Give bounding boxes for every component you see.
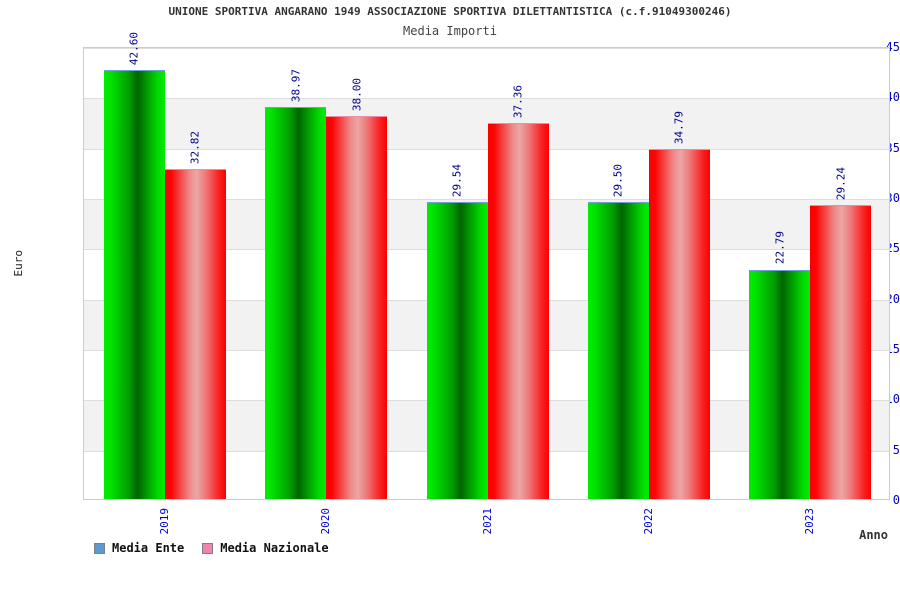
y-axis-title: Euro xyxy=(12,250,25,277)
bar-media-ente[interactable]: 42.60 xyxy=(103,32,165,499)
chart-title: UNIONE SPORTIVA ANGARANO 1949 ASSOCIAZIO… xyxy=(168,5,732,18)
bar-value-label: 32.82 xyxy=(188,130,202,164)
bar-value-label: 38.00 xyxy=(350,78,364,112)
bar-group: 29.54 37.36 xyxy=(426,48,549,499)
x-tick-label: 2021 xyxy=(480,508,494,535)
bar-value-label: 34.79 xyxy=(672,110,686,144)
gridline xyxy=(84,148,889,150)
legend-item-media-nazionale[interactable]: Media Nazionale xyxy=(202,541,329,555)
bar-media-nazionale[interactable]: 32.82 xyxy=(164,131,226,499)
bar-value-label: 38.97 xyxy=(289,68,303,102)
y-tick-label: 5 xyxy=(892,442,900,457)
bar-media-ente[interactable]: 38.97 xyxy=(265,69,327,499)
bar-media-nazionale[interactable]: 37.36 xyxy=(487,85,549,499)
x-tick-label: 2023 xyxy=(803,508,817,535)
bar-group: 42.60 32.82 xyxy=(103,32,226,499)
y-tick-label: 0 xyxy=(892,493,900,507)
legend-swatch-icon xyxy=(202,542,214,554)
bar-group: 29.50 34.79 xyxy=(587,48,710,499)
x-axis-title: Anno xyxy=(859,528,888,542)
gridline xyxy=(84,48,889,49)
bar-value-label: 42.60 xyxy=(127,32,141,66)
chart-subtitle: Media Importi xyxy=(403,24,497,38)
bar-media-nazionale[interactable]: 38.00 xyxy=(326,78,388,499)
bar-media-ente[interactable]: 29.50 xyxy=(587,164,649,499)
chart-legend: Media Ente Media Nazionale xyxy=(94,541,329,555)
bar-value-label: 29.50 xyxy=(611,163,625,198)
legend-item-media-ente[interactable]: Media Ente xyxy=(94,541,184,555)
gridline xyxy=(84,199,889,200)
gridline xyxy=(84,98,889,100)
x-tick-label: 2020 xyxy=(319,508,333,535)
bar-value-label: 29.24 xyxy=(834,166,848,200)
plot-band xyxy=(84,98,889,149)
bar-media-ente[interactable]: 22.79 xyxy=(749,231,811,499)
x-tick-label: 2022 xyxy=(641,508,655,535)
x-tick-label: 2019 xyxy=(157,508,171,535)
bar-group: 22.79 29.24 xyxy=(749,48,872,499)
bar-media-ente[interactable]: 29.54 xyxy=(426,164,488,499)
bar-media-nazionale[interactable]: 29.24 xyxy=(810,167,872,499)
plot-area: 42.60 32.82 38.97 38.00 29.54 37.36 29.50 34.79… xyxy=(83,32,890,500)
bar-value-label: 37.36 xyxy=(511,84,525,118)
bar-value-label: 22.79 xyxy=(773,231,787,265)
legend-label: Media Nazionale xyxy=(220,541,329,555)
bar-group: 38.97 38.00 xyxy=(265,48,388,499)
legend-swatch-icon xyxy=(94,542,105,554)
bar-media-nazionale[interactable]: 34.79 xyxy=(648,111,710,499)
bar-value-label: 29.54 xyxy=(450,163,464,197)
legend-label: Media Ente xyxy=(112,541,185,555)
